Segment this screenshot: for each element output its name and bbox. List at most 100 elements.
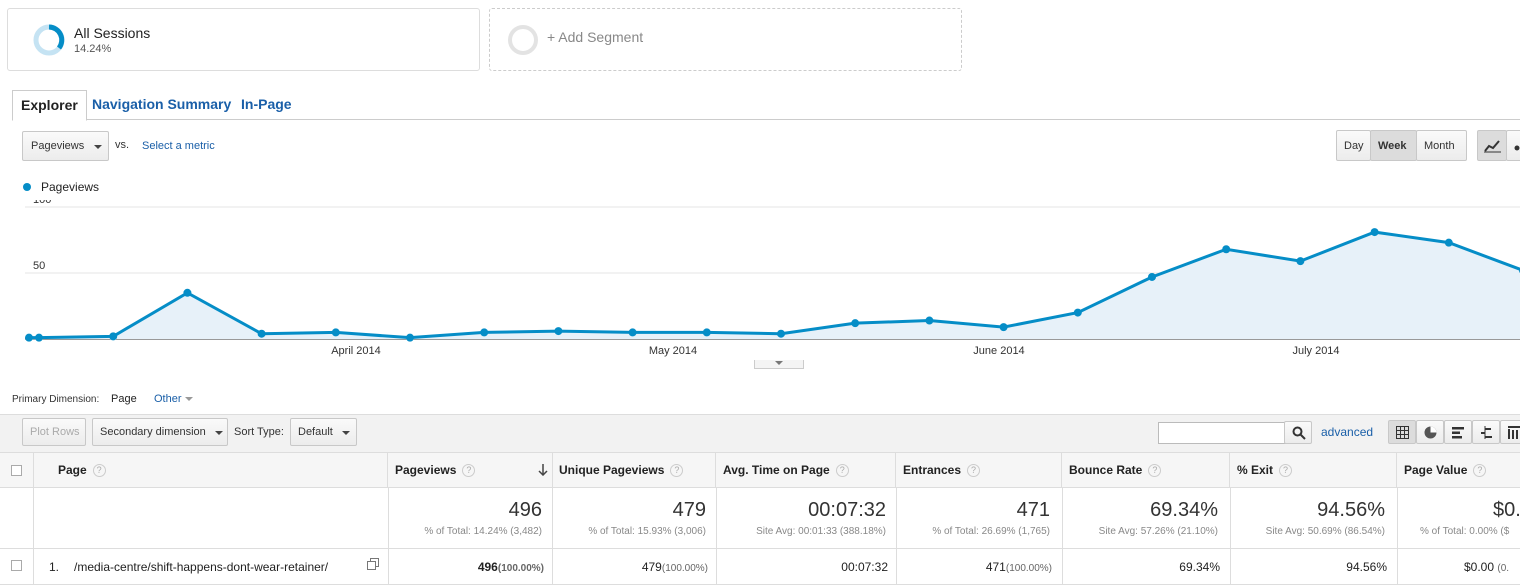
table-row	[0, 549, 1520, 585]
row-pageviews: 496(100.00%)	[478, 560, 544, 574]
data-point[interactable]	[925, 316, 934, 325]
total-bounce-sub: Site Avg: 57.26% (21.10%)	[1098, 526, 1218, 537]
help-icon[interactable]: ?	[670, 464, 684, 478]
table-view-button[interactable]	[1388, 420, 1416, 444]
help-icon[interactable]: ?	[967, 464, 981, 478]
column-header-exit[interactable]: % Exit?	[1230, 452, 1397, 488]
total-page-value: $0.	[1493, 499, 1520, 521]
row-checkbox[interactable]	[11, 560, 22, 571]
x-tick-label: July 2014	[1292, 345, 1339, 357]
week-button[interactable]: Week	[1370, 130, 1417, 161]
column-header-bounce-rate[interactable]: Bounce Rate?	[1062, 452, 1230, 488]
data-point[interactable]	[257, 329, 266, 338]
total-page-value-sub: % of Total: 0.00% ($	[1420, 526, 1510, 537]
data-point[interactable]	[628, 328, 637, 337]
total-pageviews-sub: % of Total: 14.24% (3,482)	[424, 526, 542, 537]
help-icon[interactable]: ?	[835, 464, 849, 478]
data-point[interactable]	[702, 328, 711, 337]
data-point[interactable]	[25, 333, 33, 342]
column-divider	[1397, 488, 1398, 584]
data-point[interactable]	[999, 323, 1008, 332]
metric-dropdown[interactable]: Pageviews	[22, 131, 109, 161]
data-point[interactable]	[1296, 257, 1305, 266]
data-point[interactable]	[183, 288, 192, 297]
pie-view-button[interactable]	[1416, 420, 1444, 444]
total-entrances-sub: % of Total: 26.69% (1,765)	[932, 526, 1050, 537]
advanced-filter-link[interactable]: advanced	[1321, 425, 1374, 439]
tab-explorer[interactable]: Explorer	[12, 90, 87, 121]
column-header-page-value-label: Page Value	[1404, 463, 1468, 477]
data-point[interactable]	[851, 319, 860, 328]
y-tick-label: 50	[33, 260, 45, 272]
plot-rows-label: Plot Rows	[30, 426, 80, 438]
total-avg-time: 00:07:32	[808, 499, 886, 521]
data-point[interactable]	[777, 329, 785, 338]
data-point[interactable]	[1222, 245, 1231, 254]
secondary-dimension-dropdown[interactable]: Secondary dimension	[92, 418, 228, 446]
data-point[interactable]	[1148, 272, 1156, 281]
motion-chart-button[interactable]	[1506, 130, 1520, 161]
month-button[interactable]: Month	[1416, 130, 1467, 161]
column-header-unique-pageviews[interactable]: Unique Pageviews?	[552, 452, 716, 488]
table-search-button[interactable]	[1284, 421, 1312, 444]
column-divider	[1230, 488, 1231, 584]
data-point[interactable]	[35, 333, 43, 342]
sort-type-dropdown[interactable]: Default	[290, 418, 357, 446]
row-page-link[interactable]: /media-centre/shift-happens-dont-wear-re…	[74, 560, 329, 574]
data-point[interactable]	[1073, 308, 1082, 317]
tabs-divider	[12, 119, 1520, 120]
row-unique-pageviews: 479(100.00%)	[642, 560, 708, 574]
select-metric-link[interactable]: Select a metric	[142, 140, 215, 152]
comparison-view-button[interactable]	[1472, 420, 1500, 444]
data-point[interactable]	[331, 328, 340, 337]
select-all-checkbox[interactable]	[11, 465, 22, 476]
row-entrances-pct: (100.00%)	[1005, 563, 1052, 574]
row-pageviews-value: 496	[477, 560, 498, 574]
pie-chart-icon	[1424, 426, 1437, 439]
column-header-page-label: Page	[58, 463, 87, 477]
column-divider	[716, 488, 717, 584]
total-exit: 94.56%	[1317, 499, 1385, 521]
tab-in-page[interactable]: In-Page	[241, 96, 292, 112]
row-exit: 94.56%	[1346, 560, 1387, 574]
column-divider	[388, 488, 389, 584]
help-icon[interactable]: ?	[1473, 464, 1487, 478]
x-tick-label: April 2014	[331, 345, 381, 357]
column-header-page[interactable]: Page?	[51, 452, 388, 488]
total-pageviews: 496	[508, 499, 542, 521]
table-search-input[interactable]	[1158, 422, 1286, 444]
x-tick-label: June 2014	[973, 345, 1024, 357]
column-header-bounce-label: Bounce Rate	[1069, 463, 1143, 477]
help-icon[interactable]: ?	[92, 464, 106, 478]
pivot-view-button[interactable]	[1500, 420, 1520, 444]
column-header-pageviews[interactable]: Pageviews?	[388, 452, 553, 488]
data-point[interactable]	[1444, 238, 1453, 247]
total-unique-pageviews: 479	[672, 499, 706, 521]
primary-dimension-page[interactable]: Page	[111, 393, 137, 405]
day-button[interactable]: Day	[1336, 130, 1371, 161]
segment-all-sessions[interactable]: All Sessions 14.24%	[7, 8, 480, 71]
help-icon[interactable]: ?	[1279, 464, 1293, 478]
primary-dimension-other[interactable]: Other	[154, 393, 193, 405]
help-icon[interactable]: ?	[462, 464, 476, 478]
bar-view-button[interactable]	[1444, 420, 1472, 444]
tab-navigation-summary[interactable]: Navigation Summary	[92, 96, 232, 112]
column-header-entrances[interactable]: Entrances?	[896, 452, 1062, 488]
plot-rows-button[interactable]: Plot Rows	[22, 418, 86, 446]
open-page-icon[interactable]	[367, 558, 379, 570]
data-point[interactable]	[406, 333, 414, 342]
data-point[interactable]	[1370, 228, 1379, 237]
data-point[interactable]	[109, 332, 118, 341]
data-point[interactable]	[480, 328, 489, 337]
column-header-page-value[interactable]: Page Value?	[1397, 452, 1520, 488]
other-label: Other	[154, 393, 182, 405]
column-header-avg-time[interactable]: Avg. Time on Page?	[716, 452, 896, 488]
chart-resize-handle[interactable]	[754, 360, 804, 369]
row-page-value: $0.00 (0.	[1464, 560, 1509, 574]
empty-segment-icon	[508, 25, 538, 55]
help-icon[interactable]: ?	[1148, 464, 1162, 478]
line-chart-button[interactable]	[1477, 130, 1507, 161]
row-page-value-pct: (0.	[1497, 563, 1510, 574]
add-segment-button[interactable]: + Add Segment	[489, 8, 962, 71]
data-point[interactable]	[554, 327, 563, 336]
